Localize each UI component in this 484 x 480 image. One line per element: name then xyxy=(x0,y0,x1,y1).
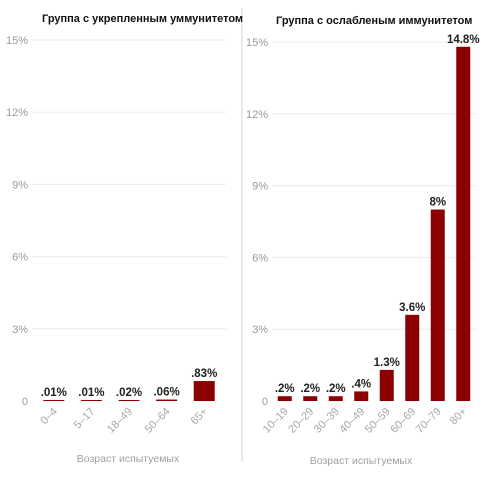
y-tick-label: 15% xyxy=(246,37,268,49)
data-label: .83% xyxy=(191,368,217,380)
x-tick-label: 50–59 xyxy=(363,406,393,436)
x-tick-label: 30–39 xyxy=(312,406,342,436)
x-tick-label: 18–49 xyxy=(105,406,135,436)
x-tick-label: 70–79 xyxy=(414,406,444,436)
x-tick-label: 80+ xyxy=(448,406,470,428)
data-label: 1.3% xyxy=(374,357,400,369)
bar xyxy=(379,369,394,401)
right-chart-xlabel: Возраст испытуемых xyxy=(310,455,413,467)
bar xyxy=(430,209,445,401)
y-tick-label: 12% xyxy=(6,107,28,119)
data-label: .06% xyxy=(153,387,179,399)
data-label: .2% xyxy=(275,383,295,395)
bar xyxy=(193,381,215,401)
bar xyxy=(354,391,369,401)
x-tick-label: 0–4 xyxy=(38,406,59,427)
x-tick-label: 20–29 xyxy=(286,406,316,436)
left-chart-panel: Группа с укрепленным уммунитетом Возраст… xyxy=(6,13,243,465)
right-chart-panel: Группа с ослабленым иммунитетом Возраст … xyxy=(246,15,480,467)
y-tick-label: 12% xyxy=(246,109,268,121)
data-label: 3.6% xyxy=(399,302,425,314)
x-tick-label: 40–49 xyxy=(337,406,367,436)
x-tick-label: 65+ xyxy=(189,406,211,428)
y-tick-label: 0 xyxy=(262,396,268,408)
bar xyxy=(456,46,471,401)
y-tick-label: 15% xyxy=(6,35,28,47)
data-label: .2% xyxy=(300,383,320,395)
right-chart-title: Группа с ослабленым иммунитетом xyxy=(276,15,472,27)
bar xyxy=(118,400,140,401)
y-tick-label: 0 xyxy=(22,396,28,408)
y-tick-label: 9% xyxy=(252,181,268,193)
bar xyxy=(156,399,178,401)
bar xyxy=(303,396,318,401)
data-label: 14.8% xyxy=(447,34,480,46)
x-tick-label: 50–64 xyxy=(143,406,173,436)
x-tick-label: 5–17 xyxy=(72,406,98,432)
data-label: .01% xyxy=(78,387,104,399)
y-tick-label: 3% xyxy=(12,324,28,336)
y-tick-label: 6% xyxy=(12,252,28,264)
y-tick-label: 3% xyxy=(252,324,268,336)
data-label: .2% xyxy=(326,383,346,395)
bar xyxy=(405,314,420,401)
bar xyxy=(43,400,65,401)
bar xyxy=(277,396,292,401)
data-label: .02% xyxy=(116,387,142,399)
left-chart-title: Группа с укрепленным уммунитетом xyxy=(42,13,243,25)
data-label: .4% xyxy=(351,378,371,390)
data-label: 8% xyxy=(429,197,446,209)
data-label: .01% xyxy=(41,387,67,399)
left-chart-xlabel: Возраст испытуемых xyxy=(77,453,180,465)
y-tick-label: 9% xyxy=(12,179,28,191)
x-tick-label: 60–69 xyxy=(388,406,418,436)
bar xyxy=(80,400,102,401)
y-tick-label: 6% xyxy=(252,252,268,264)
x-tick-label: 10–19 xyxy=(261,406,291,436)
bar xyxy=(328,396,343,401)
